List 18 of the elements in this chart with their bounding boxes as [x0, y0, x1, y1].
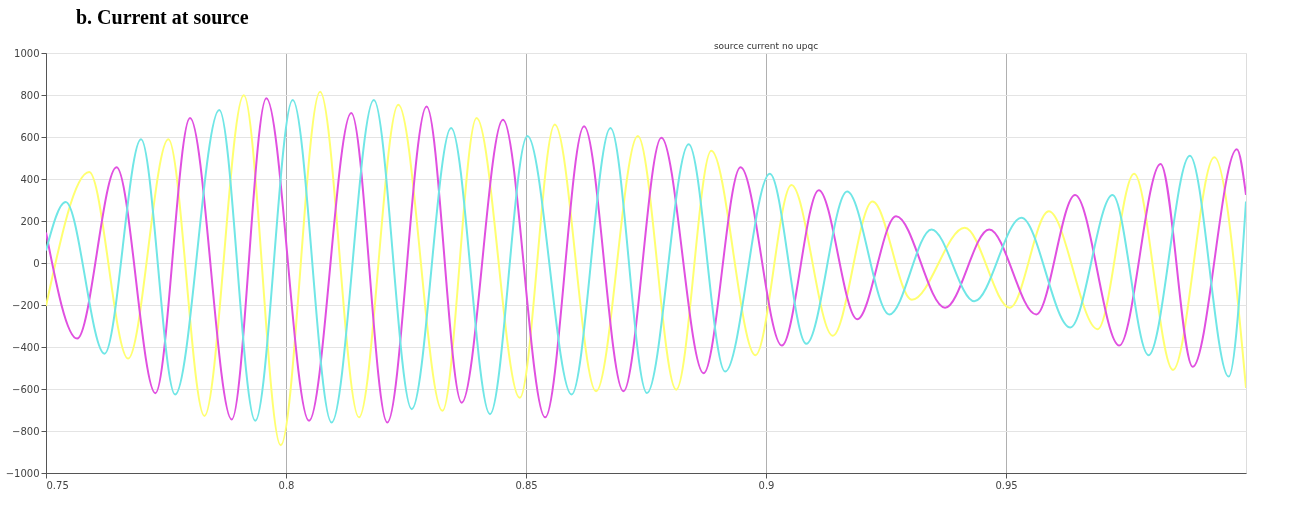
y-tick-label: 400 — [20, 173, 40, 185]
y-tick-label: 0 — [33, 257, 40, 269]
y-tick-label: 800 — [20, 89, 40, 101]
y-tick-label: −200 — [12, 299, 40, 311]
y-tick-label: 600 — [20, 131, 40, 143]
x-tick-label: 0.9 — [758, 479, 775, 491]
x-tick-label: 0.8 — [278, 479, 295, 491]
chart-title: b. Current at source — [76, 6, 249, 28]
y-tick-label: −1000 — [5, 467, 40, 479]
y-tick-label: −400 — [12, 341, 40, 353]
y-tick-label: 1000 — [14, 47, 40, 59]
x-tick-label: 0.75 — [46, 479, 69, 491]
y-tick-label: 200 — [20, 215, 40, 227]
x-tick-label: 0.95 — [995, 479, 1018, 491]
y-tick-label: −600 — [12, 383, 40, 395]
chart-subtitle: source current no upqc — [713, 41, 819, 51]
x-tick-label: 0.85 — [515, 479, 538, 491]
y-tick-label: −800 — [12, 425, 40, 437]
